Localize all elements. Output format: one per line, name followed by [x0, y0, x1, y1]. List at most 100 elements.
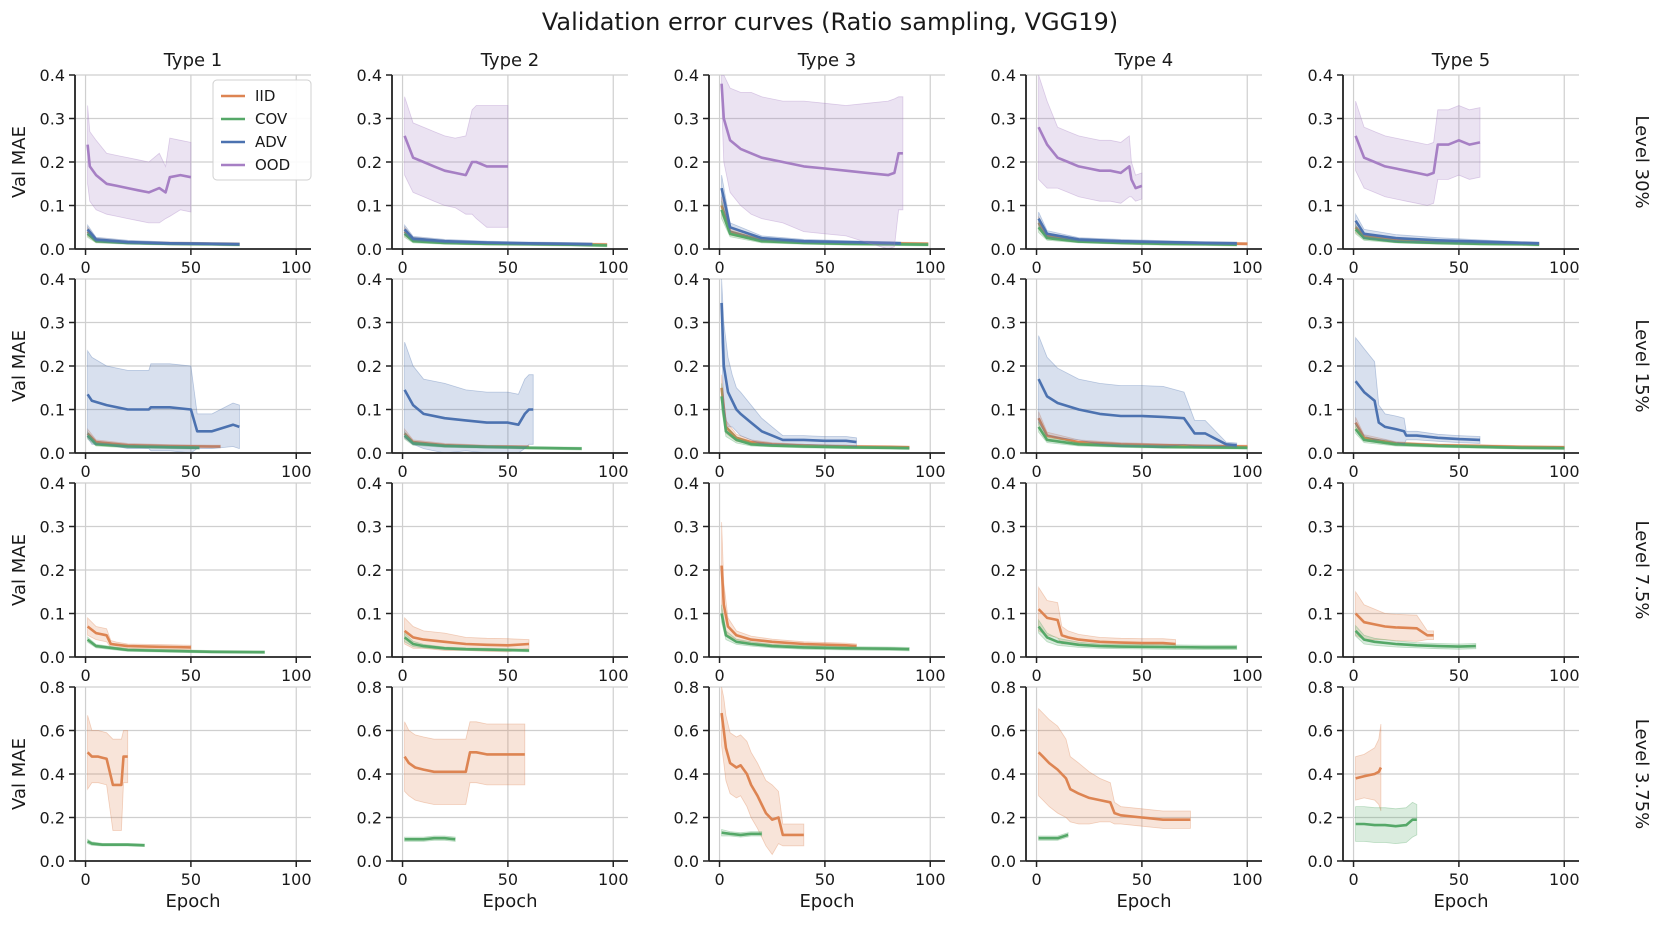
series-line-adv [86, 393, 240, 433]
y-tick-label: 0.6 [357, 722, 382, 741]
y-axis-label: Val MAE [9, 126, 30, 198]
panel-r3-c3: 0.0 0.1 0.2 0.3 0.4 0 50 100 [674, 474, 946, 685]
panel-r4-c3: 0.0 0.2 0.4 0.6 0.8 0 50 100 Epoch [674, 678, 946, 912]
x-tick-label: 50 [498, 870, 518, 889]
band-adv [1355, 212, 1540, 246]
y-tick-label: 0.1 [40, 197, 65, 216]
x-tick-label: 100 [1232, 870, 1263, 889]
band-cov [1355, 423, 1565, 450]
series-line-ood [403, 135, 508, 177]
y-tick-label: 0.4 [674, 765, 699, 784]
band-adv [87, 223, 240, 246]
series-line-ood [86, 144, 192, 194]
plot-area [86, 105, 240, 247]
column-title: Type 2 [480, 50, 540, 71]
y-tick-label: 0.3 [40, 314, 65, 333]
y-tick-label: 0.3 [357, 314, 382, 333]
y-tick-label: 0.0 [357, 648, 382, 667]
plot-area [720, 522, 910, 652]
panel-r1-c2: 0.0 0.1 0.2 0.3 0.4 0 50 100 [357, 66, 629, 277]
y-tick-label: 0.0 [674, 240, 699, 259]
plot-area [1354, 590, 1477, 650]
y-tick-label: 0.2 [674, 809, 699, 828]
x-tick-label: 100 [598, 666, 629, 685]
panel-grid: 0.0 0.1 0.2 0.3 0.4 0 50 100 Val MAE 0.0 0.1 0.2 0.3… [9, 66, 1580, 912]
y-tick-label: 0.2 [991, 357, 1016, 376]
x-tick-label: 50 [181, 258, 201, 277]
y-tick-label: 0.1 [674, 197, 699, 216]
x-tick-label: 100 [915, 666, 946, 685]
series-line-iid [403, 750, 525, 774]
series-line-cov [1038, 833, 1069, 840]
series-line-ood [1037, 126, 1143, 190]
panel-r4-c5: 0.0 0.2 0.4 0.6 0.8 0 50 100 Epoch [1308, 678, 1580, 912]
y-tick-label: 0.4 [40, 474, 65, 493]
series-line-adv [1037, 378, 1237, 447]
y-tick-label: 0.4 [357, 765, 382, 784]
series-line-iid [1037, 751, 1191, 822]
series-line-cov [86, 434, 200, 450]
y-tick-label: 0.0 [357, 444, 382, 463]
x-tick-label: 0 [397, 258, 407, 277]
panel-r4-c2: 0.0 0.2 0.4 0.6 0.8 0 50 100 Epoch [357, 678, 629, 912]
x-tick-label: 0 [80, 666, 90, 685]
x-tick-label: 100 [281, 870, 312, 889]
x-axis-label: Epoch [799, 891, 854, 912]
panel-r3-c5: 0.0 0.1 0.2 0.3 0.4 0 50 100 [1308, 474, 1580, 685]
column-title: Type 5 [1431, 50, 1491, 71]
x-tick-label: 0 [80, 258, 90, 277]
band-iid [87, 616, 192, 651]
x-tick-label: 0 [397, 870, 407, 889]
legend: IID COV ADV OOD [212, 79, 312, 181]
band-iid [87, 715, 129, 831]
plot-area [1037, 75, 1248, 247]
y-tick-label: 0.1 [1308, 197, 1333, 216]
x-tick-label: 0 [714, 666, 724, 685]
y-tick-label: 0.0 [1308, 648, 1333, 667]
x-tick-label: 100 [1232, 666, 1263, 685]
plot-area [1355, 723, 1418, 845]
row-label: Level 3.75% [1631, 719, 1652, 829]
y-tick-label: 0.2 [991, 561, 1016, 580]
x-tick-label: 100 [1549, 870, 1580, 889]
series-line-cov [1355, 818, 1417, 828]
y-tick-label: 0.1 [1308, 605, 1333, 624]
band-ood [721, 75, 904, 249]
y-tick-label: 0.6 [991, 722, 1016, 741]
y-tick-label: 0.2 [1308, 809, 1333, 828]
series-line-adv [720, 302, 857, 444]
y-tick-label: 0.2 [1308, 561, 1333, 580]
x-axis-label: Epoch [1433, 891, 1488, 912]
y-tick-label: 0.4 [40, 765, 65, 784]
legend-label: COV [255, 110, 288, 128]
x-axis-label: Epoch [165, 891, 220, 912]
series-line-iid [720, 565, 857, 648]
row-label: Level 30% [1631, 115, 1652, 208]
series-line-iid [1354, 612, 1434, 637]
panel-r2-c4: 0.0 0.1 0.2 0.3 0.4 0 50 100 [991, 270, 1263, 481]
x-tick-label: 100 [1549, 666, 1580, 685]
y-tick-label: 0.8 [1308, 678, 1333, 697]
y-tick-label: 0.0 [991, 240, 1016, 259]
y-tick-label: 0.1 [40, 605, 65, 624]
x-axis-label: Epoch [1116, 891, 1171, 912]
series-line-adv [1354, 219, 1540, 245]
y-tick-label: 0.3 [991, 518, 1016, 537]
x-axis-label: Epoch [482, 891, 537, 912]
y-tick-label: 0.1 [357, 401, 382, 420]
plot-area [403, 341, 582, 453]
series-line-cov [721, 831, 762, 837]
series-line-cov [1037, 426, 1248, 450]
y-tick-label: 0.0 [674, 648, 699, 667]
y-tick-label: 0.2 [674, 153, 699, 172]
y-tick-label: 0.3 [1308, 110, 1333, 129]
panel-r3-c2: 0.0 0.1 0.2 0.3 0.4 0 50 100 [357, 474, 629, 685]
y-tick-label: 0.4 [991, 765, 1016, 784]
y-tick-label: 0.2 [991, 809, 1016, 828]
x-tick-label: 50 [1449, 462, 1469, 481]
y-tick-label: 0.2 [1308, 153, 1333, 172]
series-line-cov [87, 840, 145, 847]
y-tick-label: 0.2 [991, 153, 1016, 172]
legend-label: OOD [255, 156, 290, 174]
x-tick-label: 100 [1232, 462, 1263, 481]
